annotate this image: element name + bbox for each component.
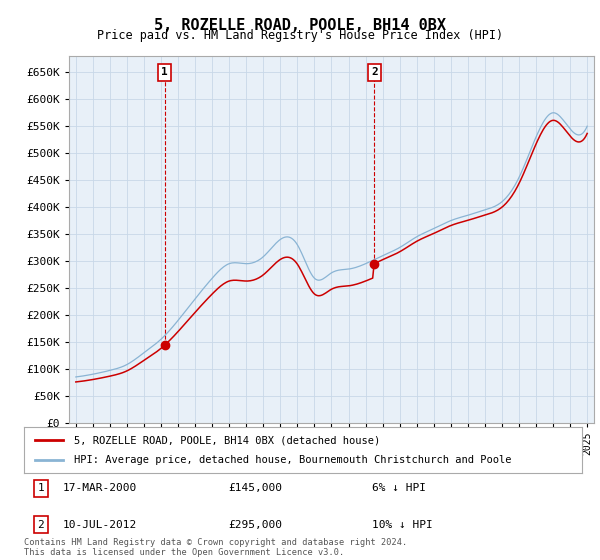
Text: Contains HM Land Registry data © Crown copyright and database right 2024.
This d: Contains HM Land Registry data © Crown c… (24, 538, 407, 557)
Text: 5, ROZELLE ROAD, POOLE, BH14 0BX (detached house): 5, ROZELLE ROAD, POOLE, BH14 0BX (detach… (74, 435, 380, 445)
Text: £295,000: £295,000 (228, 520, 282, 530)
Text: £145,000: £145,000 (228, 483, 282, 493)
Text: Price paid vs. HM Land Registry's House Price Index (HPI): Price paid vs. HM Land Registry's House … (97, 29, 503, 42)
Text: 2: 2 (37, 520, 44, 530)
Text: 1: 1 (37, 483, 44, 493)
Text: 6% ↓ HPI: 6% ↓ HPI (372, 483, 426, 493)
Text: 17-MAR-2000: 17-MAR-2000 (63, 483, 137, 493)
Text: 5, ROZELLE ROAD, POOLE, BH14 0BX: 5, ROZELLE ROAD, POOLE, BH14 0BX (154, 18, 446, 34)
Text: HPI: Average price, detached house, Bournemouth Christchurch and Poole: HPI: Average price, detached house, Bour… (74, 455, 512, 465)
Text: 10-JUL-2012: 10-JUL-2012 (63, 520, 137, 530)
Text: 10% ↓ HPI: 10% ↓ HPI (372, 520, 433, 530)
Text: 2: 2 (371, 67, 378, 77)
Text: 1: 1 (161, 67, 168, 77)
